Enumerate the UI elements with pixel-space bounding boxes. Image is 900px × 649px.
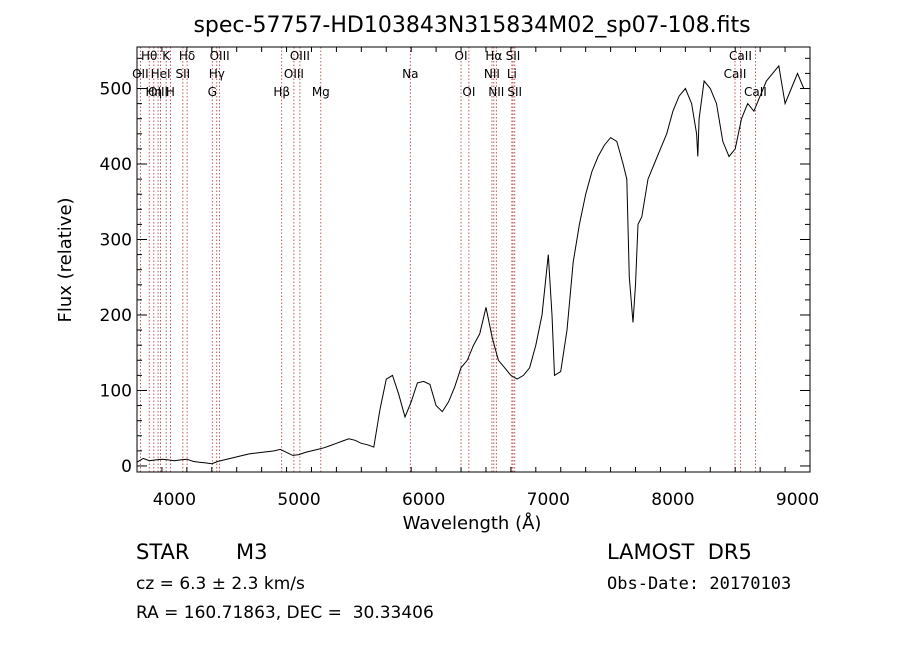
- line-label-20: H: [166, 85, 175, 99]
- y-tick-label-0: 0: [121, 457, 132, 477]
- line-label-6: Hα: [485, 49, 502, 63]
- x-tick-label-7000: 7000: [527, 490, 570, 510]
- y-tick-label-100: 100: [100, 381, 132, 401]
- plot-frame: [136, 46, 811, 473]
- line-label-15: NII: [484, 67, 500, 81]
- line-label-10: HeI: [151, 67, 171, 81]
- y-tick-label-200: 200: [100, 306, 132, 326]
- spectral-line-markers: [139, 47, 756, 472]
- x-tick-label-9000: 9000: [776, 490, 819, 510]
- redshift-cz: cz = 6.3 ± 2.3 km/s: [136, 574, 305, 594]
- line-label-1: K: [162, 49, 171, 63]
- y-tick-label-300: 300: [100, 230, 132, 250]
- x-tick-label-6000: 6000: [402, 490, 445, 510]
- line-label-27: CaII: [744, 85, 767, 99]
- line-label-19: Hη: [146, 85, 163, 99]
- line-label-9: OII: [132, 67, 149, 81]
- line-label-21: G: [208, 85, 217, 99]
- line-label-3: OIII: [210, 49, 230, 63]
- line-label-4: OIII: [290, 49, 310, 63]
- line-label-25: NII: [488, 85, 504, 99]
- y-axis-ticks: 0 100 200 300 400 500: [100, 57, 810, 477]
- ra-dec: RA = 160.71863, DEC = 30.33406: [136, 603, 434, 623]
- line-label-17: CaII: [724, 67, 747, 81]
- spectral-line-labels: Hθ K Hδ OIII OIII OI Hα SII CaII OII HeI SII Hγ OIII N…: [132, 49, 767, 99]
- line-label-13: OIII: [284, 67, 304, 81]
- obs-date: Obs-Date: 20170103: [607, 574, 792, 594]
- y-axis-label: Flux (relative): [55, 197, 76, 322]
- x-axis-label: Wavelength (Å): [403, 512, 542, 534]
- line-label-23: Mg: [312, 85, 330, 99]
- object-subclass: M3: [236, 540, 268, 564]
- line-label-16: Li: [507, 67, 517, 81]
- line-label-24: OI: [462, 85, 475, 99]
- line-label-5: OI: [455, 49, 468, 63]
- survey-name: LAMOST DR5: [607, 540, 752, 564]
- line-label-22: Hβ: [273, 85, 290, 99]
- line-label-12: Hγ: [209, 67, 225, 81]
- x-tick-label-4000: 4000: [153, 490, 196, 510]
- line-label-18: OIII: [148, 85, 168, 99]
- line-label-11: SII: [176, 67, 191, 81]
- x-tick-label-5000: 5000: [277, 490, 320, 510]
- line-label-8: CaII: [729, 49, 752, 63]
- object-type: STAR: [136, 540, 190, 564]
- y-tick-label-500: 500: [100, 80, 132, 100]
- line-label-7: SII: [506, 49, 521, 63]
- spectrum-line: [136, 64, 805, 465]
- line-label-2: Hδ: [179, 49, 195, 63]
- line-label-26: SII: [507, 85, 522, 99]
- chart-title: spec-57757-HD103843N315834M02_sp07-108.f…: [193, 13, 750, 38]
- x-axis-ticks: 4000 5000 6000 7000 8000 9000: [136, 47, 819, 510]
- y-tick-label-400: 400: [100, 155, 132, 175]
- line-label-0: Hθ: [141, 49, 157, 63]
- x-tick-label-8000: 8000: [651, 490, 694, 510]
- line-label-14: Na: [402, 67, 418, 81]
